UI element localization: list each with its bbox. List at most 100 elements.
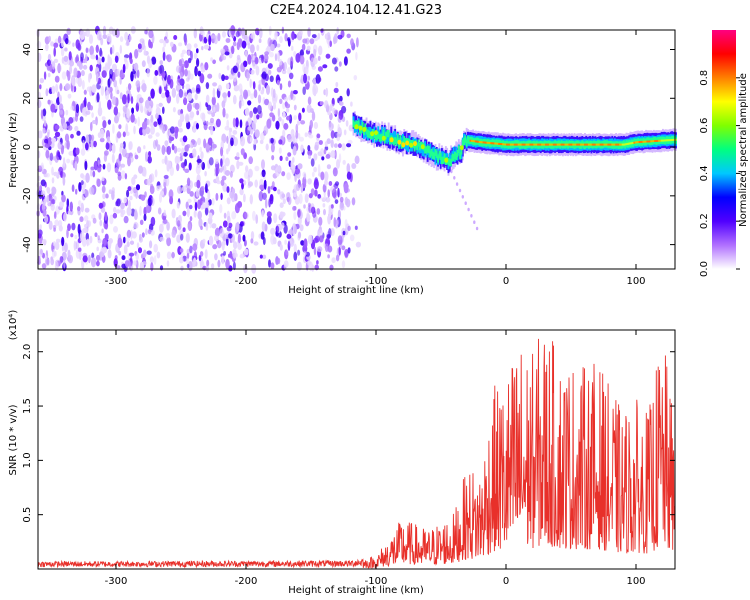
heatmap-cell	[173, 35, 178, 40]
heatmap-cell	[282, 198, 286, 205]
heatmap-cell	[300, 183, 304, 193]
heatmap-cell	[281, 193, 286, 199]
ridge-peak-cell	[551, 143, 554, 146]
heatmap-cell	[187, 57, 192, 64]
heatmap-cell	[67, 210, 72, 215]
heatmap-cell	[233, 137, 238, 147]
heatmap-cell	[117, 112, 121, 118]
heatmap-cell	[78, 44, 82, 51]
heatmap-cell	[76, 60, 82, 67]
heatmap-cell	[40, 179, 46, 187]
heatmap-cell	[295, 53, 301, 63]
heatmap-cell	[184, 60, 189, 69]
y-tick-label: -20	[22, 188, 33, 204]
heatmap-cell	[277, 108, 281, 118]
heatmap-cell	[335, 254, 340, 262]
heatmap-cell	[39, 77, 45, 84]
ridge-peak-cell	[495, 142, 498, 145]
heatmap-cell	[42, 209, 47, 217]
heatmap-cell	[139, 261, 144, 272]
x-tick-label: -200	[235, 576, 258, 587]
heatmap-cell	[199, 26, 204, 36]
heatmap-cell	[166, 54, 170, 60]
heatmap-cell	[273, 186, 277, 192]
ridge-peak-cell	[675, 138, 677, 141]
heatmap-cell	[42, 127, 46, 134]
heatmap-cell	[188, 115, 194, 121]
heatmap-cell	[119, 142, 124, 148]
ridge-peak-cell	[580, 143, 582, 146]
ridge-peak-cell	[604, 143, 607, 146]
heatmap-cell	[36, 41, 42, 49]
heatmap-cell	[97, 159, 100, 166]
heatmap-cell	[184, 144, 189, 152]
ridge-peak-cell	[474, 140, 477, 143]
heatmap-cell	[207, 137, 213, 146]
heatmap-cell	[261, 169, 266, 178]
ridge-peak-cell	[634, 141, 637, 144]
heatmap-cell	[180, 265, 184, 271]
heatmap-cell	[193, 210, 197, 218]
heatmap-cell	[84, 97, 87, 108]
heatmap-cell	[55, 83, 59, 93]
heatmap-cell	[122, 63, 126, 74]
ridge-hot-spot	[444, 157, 449, 163]
heatmap-cell	[241, 183, 244, 190]
heatmap-cell	[246, 71, 250, 82]
colorbar-ticks: 0.0 0.2 0.4 0.6 0.8	[699, 70, 740, 277]
heatmap-cell	[50, 103, 56, 113]
heatmap-cell	[336, 159, 340, 169]
heatmap-cell	[283, 123, 289, 130]
heatmap-cell	[223, 212, 227, 219]
heatmap-cell	[254, 27, 260, 36]
ridge-cell	[373, 131, 376, 139]
heatmap-cell	[102, 34, 108, 39]
heatmap-cell	[351, 163, 357, 169]
ridge-cell	[376, 132, 378, 141]
heatmap-cell	[334, 143, 338, 148]
heatmap-cell	[317, 164, 321, 175]
heatmap-cell	[267, 37, 272, 47]
ridge-cell	[424, 146, 426, 154]
heatmap-cell	[114, 115, 119, 124]
y-tick-label: 0	[22, 144, 33, 150]
ridge-peak-cell	[591, 143, 594, 146]
ridge-peak-cell	[498, 142, 501, 145]
heatmap-cell	[262, 254, 267, 260]
heatmap-cell	[71, 76, 75, 86]
heatmap-cell	[199, 198, 203, 206]
heatmap-cell	[91, 257, 96, 268]
heatmap-cell	[205, 264, 210, 272]
heatmap-cell	[231, 193, 236, 203]
heatmap-cell	[52, 241, 57, 247]
ridge-peak-cell	[664, 139, 667, 142]
heatmap-cell	[111, 190, 115, 201]
heatmap-cell	[286, 108, 290, 113]
heatmap-cell	[176, 147, 182, 153]
heatmap-cell	[138, 247, 142, 254]
heatmap-cell	[313, 48, 317, 58]
ridge-peak-cell	[470, 139, 473, 142]
heatmap-cell	[111, 143, 116, 154]
heatmap-cell	[155, 139, 159, 147]
heatmap-cell	[148, 151, 152, 157]
heatmap-cell	[140, 105, 144, 113]
heatmap-cell	[110, 91, 113, 100]
heatmap-cell	[157, 207, 162, 215]
heatmap-cell	[215, 118, 221, 128]
heatmap-cell	[319, 235, 324, 243]
snr-panel: -300 -200 -100 0 100 0.5 1.0 1.5 2.0 Height of …	[8, 310, 676, 596]
heatmap-cell	[166, 145, 172, 155]
heatmap-cell	[159, 64, 165, 75]
ridge-peak-cell	[637, 141, 640, 144]
ridge-peak-cell	[582, 143, 585, 146]
heatmap-cell	[264, 51, 269, 56]
heatmap-cell	[81, 188, 86, 195]
heatmap-cell	[123, 236, 126, 244]
ridge-hot-spot	[413, 141, 417, 147]
ridge-tail-cell	[475, 226, 479, 231]
heatmap-cell	[182, 210, 187, 217]
heatmap-cell	[295, 168, 300, 175]
heatmap-cell	[85, 142, 89, 151]
heatmap-cell	[314, 189, 318, 197]
